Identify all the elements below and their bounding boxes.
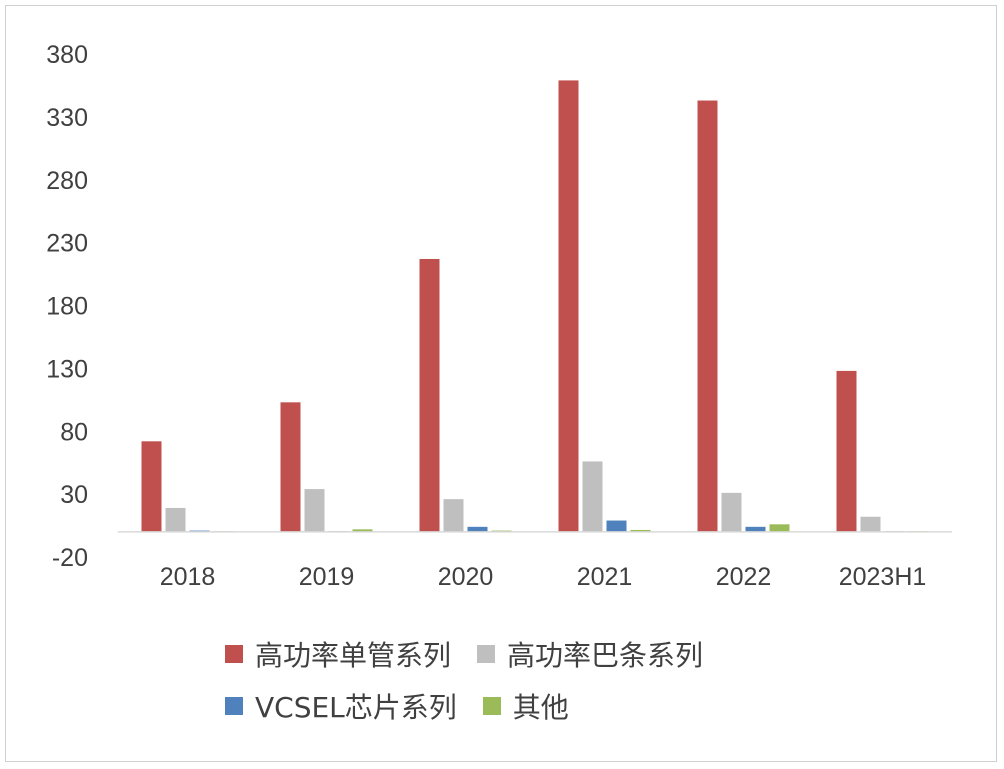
bar [352, 529, 373, 532]
x-tick-label: 2022 [716, 563, 772, 591]
legend-row-1: 高功率单管系列 高功率巴条系列 [225, 628, 825, 680]
bar [304, 489, 325, 532]
y-tick-label: 380 [46, 41, 88, 69]
bar [769, 524, 790, 532]
legend-item-other: 其他 [482, 686, 569, 726]
x-tick-label: 2018 [160, 563, 216, 591]
bar [721, 492, 742, 532]
bar [582, 461, 603, 532]
legend-label: 其他 [512, 691, 569, 724]
legend-item-bar-strip: 高功率巴条系列 [477, 634, 703, 674]
legend-swatch-gray [477, 645, 496, 663]
bar [443, 499, 464, 532]
x-tick-label: 2020 [438, 563, 494, 591]
x-tick-label: 2023H1 [839, 563, 927, 591]
bar [165, 507, 186, 532]
legend-label: 高功率巴条系列 [507, 639, 704, 672]
bar [860, 516, 881, 532]
chart-frame [5, 5, 997, 762]
legend-label: VCSEL芯片系列 [255, 691, 457, 724]
legend: 高功率单管系列 高功率巴条系列 VCSEL芯片系列 其他 [225, 628, 825, 732]
y-tick-label: 130 [46, 355, 88, 383]
bars [141, 80, 929, 533]
x-axis-ticks: 2018 2019 2020 2021 2022 2023H1 [160, 563, 927, 591]
y-tick-label: 230 [46, 230, 88, 258]
bar [836, 370, 857, 532]
bar [630, 529, 651, 532]
legend-swatch-blue [225, 697, 243, 715]
y-tick-label: 180 [46, 293, 88, 321]
legend-label: 高功率单管系列 [255, 639, 452, 672]
legend-row-2: VCSEL芯片系列 其他 [225, 680, 825, 732]
legend-swatch-red [225, 645, 243, 663]
y-axis-ticks: 380 330 280 230 180 130 80 30 -20 [46, 41, 88, 572]
legend-item-single-tube: 高功率单管系列 [225, 634, 451, 674]
y-tick-label: 80 [60, 418, 88, 446]
y-tick-label: 30 [60, 481, 88, 509]
x-tick-label: 2019 [299, 563, 355, 591]
y-tick-label: 330 [46, 104, 88, 132]
legend-item-vcsel: VCSEL芯片系列 [225, 686, 457, 726]
y-tick-label: -20 [52, 544, 88, 572]
bar [280, 402, 301, 532]
bar [419, 258, 440, 532]
x-tick-label: 2021 [577, 563, 633, 591]
legend-swatch-green [482, 697, 501, 715]
y-tick-label: 280 [46, 167, 88, 195]
bar [606, 520, 627, 532]
bar [467, 526, 488, 532]
bar [697, 100, 718, 532]
bar [558, 80, 579, 532]
bar [745, 526, 766, 532]
bar [141, 441, 162, 532]
